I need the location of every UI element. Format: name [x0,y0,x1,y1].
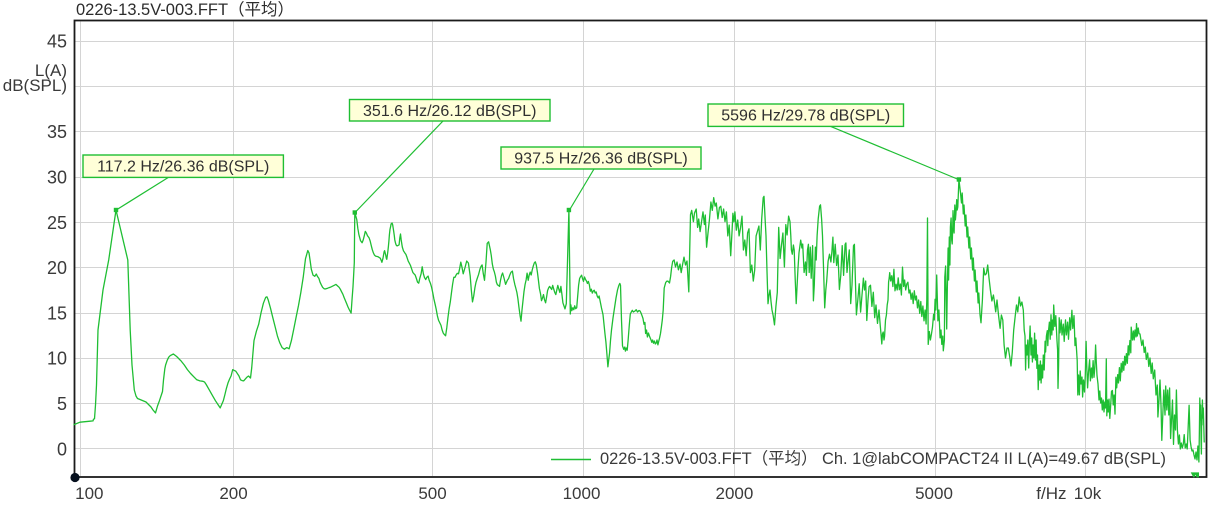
svg-text:1000: 1000 [563,484,601,503]
svg-text:10: 10 [47,349,67,369]
svg-text:f/Hz: f/Hz [1036,484,1066,503]
svg-text:500: 500 [418,484,446,503]
svg-text:20: 20 [47,258,67,278]
svg-text:5000: 5000 [915,484,953,503]
svg-text:200: 200 [219,484,247,503]
svg-text:0: 0 [57,439,67,459]
svg-text:100: 100 [75,484,103,503]
svg-text:5: 5 [57,394,67,414]
svg-text:L(A): L(A) [35,61,67,80]
svg-text:dB(SPL): dB(SPL) [3,76,67,95]
svg-text:15: 15 [47,303,67,323]
svg-text:0226-13.5V-003.FFT（平均） Ch. 1@l: 0226-13.5V-003.FFT（平均） Ch. 1@labCOMPACT2… [600,449,1166,468]
svg-text:25: 25 [47,213,67,233]
svg-text:117.2 Hz/26.36 dB(SPL): 117.2 Hz/26.36 dB(SPL) [97,159,269,176]
svg-text:35: 35 [47,122,67,142]
svg-text:45: 45 [47,32,67,52]
svg-text:2000: 2000 [715,484,753,503]
svg-text:351.6 Hz/26.12 dB(SPL): 351.6 Hz/26.12 dB(SPL) [363,103,536,120]
svg-text:5596 Hz/29.78 dB(SPL): 5596 Hz/29.78 dB(SPL) [721,108,890,125]
svg-text:0226-13.5V-003.FFT（平均）: 0226-13.5V-003.FFT（平均） [76,0,294,19]
svg-text:937.5 Hz/26.36 dB(SPL): 937.5 Hz/26.36 dB(SPL) [514,151,687,168]
svg-text:30: 30 [47,168,67,188]
svg-text:10k: 10k [1074,484,1102,503]
